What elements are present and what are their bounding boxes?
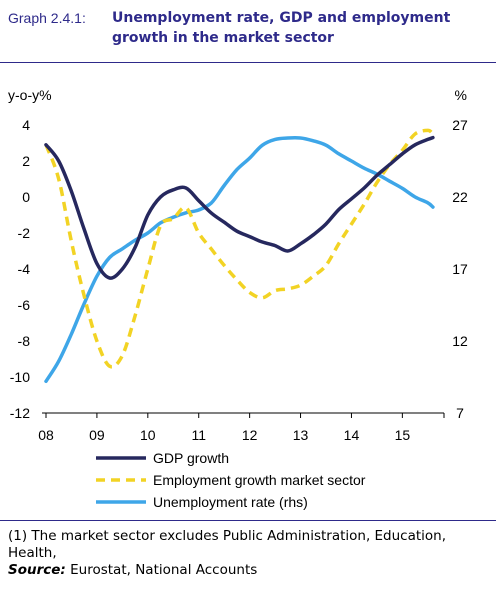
unemployment-rate-line [44, 135, 435, 384]
x-tick-label: 15 [395, 427, 411, 443]
legend: GDP growth Employment growth market secto… [96, 450, 366, 510]
right-tick-label: 17 [452, 261, 468, 277]
series-layer [44, 128, 435, 384]
x-tick-label: 14 [344, 427, 360, 443]
left-tick-label: 4 [22, 117, 30, 133]
x-tick-label: 10 [140, 427, 156, 443]
legend-label: Unemployment rate (rhs) [153, 494, 308, 510]
gdp-growth-line [44, 135, 435, 280]
graph-number: Graph 2.4.1: [8, 10, 86, 26]
header-rule [0, 62, 496, 63]
chart-notes: (1) The market sector excludes Public Ad… [8, 528, 488, 579]
footnote: (1) The market sector excludes Public Ad… [8, 528, 447, 561]
x-axis: 08 09 10 11 12 13 14 15 [38, 413, 445, 443]
right-tick-label: 22 [452, 189, 468, 205]
left-tick-label: -4 [18, 261, 31, 277]
x-tick-label: 11 [191, 427, 206, 443]
right-axis-unit-label: % [455, 87, 467, 103]
left-tick-label: -2 [18, 225, 31, 241]
x-tick-label: 09 [89, 427, 105, 443]
source-text: Eurostat, National Accounts [65, 562, 258, 578]
source-line: Source: Eurostat, National Accounts [8, 562, 488, 579]
left-axis-unit-label: y-o-y% [8, 87, 52, 103]
left-tick-label: -10 [10, 369, 30, 385]
right-axis: 27 22 17 12 7 [452, 117, 468, 421]
left-tick-label: 2 [22, 153, 30, 169]
left-tick-label: -12 [10, 405, 30, 421]
employment-growth-line [44, 128, 435, 369]
right-tick-label: 12 [452, 333, 468, 349]
x-tick-label: 13 [293, 427, 309, 443]
left-tick-label: 0 [22, 189, 30, 205]
footer-rule [0, 520, 496, 521]
source-label: Source: [8, 562, 66, 578]
legend-label: Employment growth market sector [153, 472, 366, 488]
chart-title: Unemployment rate, GDP and employment gr… [112, 10, 451, 46]
legend-label: GDP growth [153, 450, 229, 466]
left-tick-label: -8 [18, 333, 31, 349]
left-tick-label: -6 [18, 297, 31, 313]
right-tick-label: 7 [456, 405, 464, 421]
left-axis: 4 2 0 -2 -4 -6 -8 -10 -12 [10, 117, 30, 421]
right-tick-label: 27 [452, 117, 468, 133]
x-tick-label: 12 [242, 427, 258, 443]
chart-header: Graph 2.4.1: Unemployment rate, GDP and … [0, 0, 496, 62]
x-tick-label: 08 [38, 427, 54, 443]
